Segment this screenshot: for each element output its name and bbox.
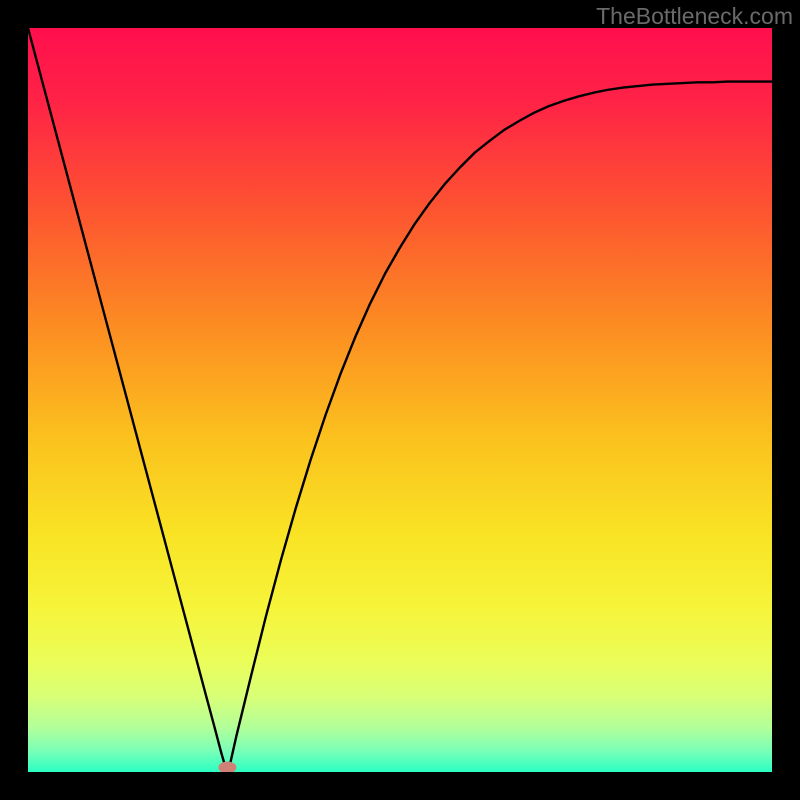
curve-line bbox=[28, 28, 772, 772]
watermark-text: TheBottleneck.com bbox=[596, 3, 793, 30]
outer-frame: TheBottleneck.com bbox=[0, 0, 800, 800]
bottleneck-curve bbox=[28, 28, 772, 772]
minimum-marker bbox=[218, 762, 236, 772]
plot-area bbox=[28, 28, 772, 772]
